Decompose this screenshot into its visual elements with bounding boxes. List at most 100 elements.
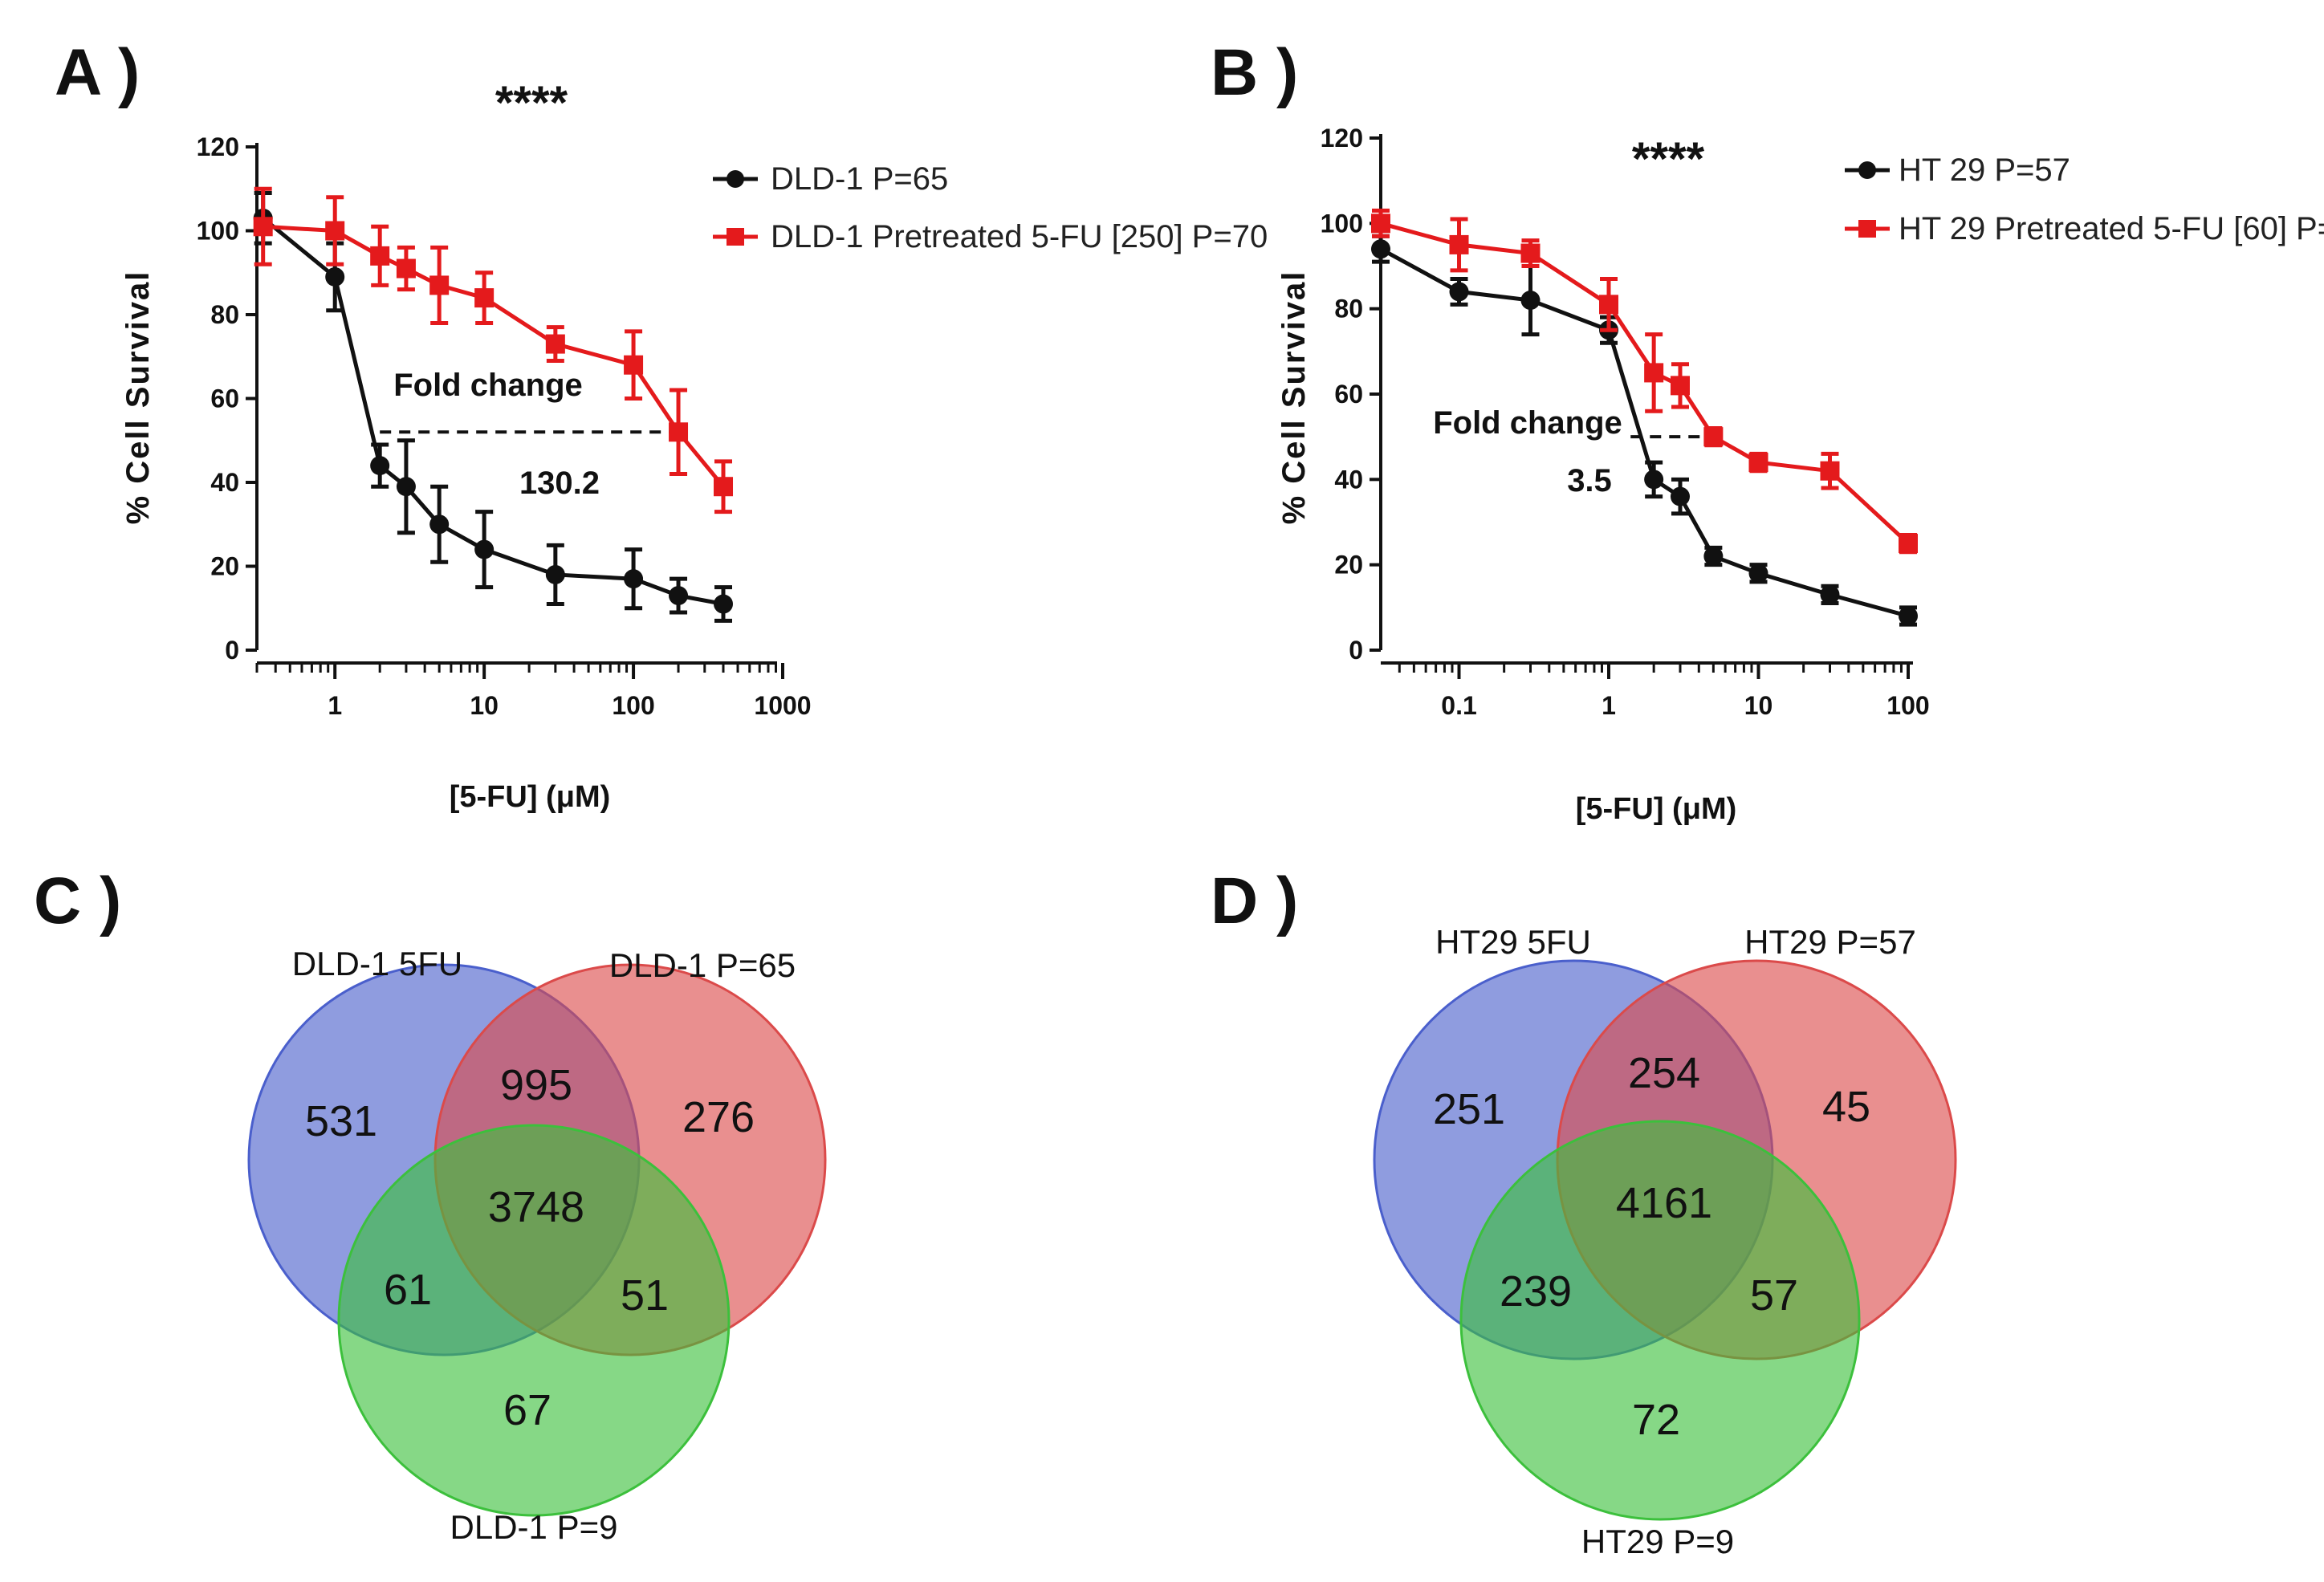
y-tick-label: 0 — [225, 636, 239, 665]
legend-label: DLD-1 P=65 — [771, 161, 948, 197]
legend-label: HT 29 P=57 — [1899, 153, 2070, 188]
venn-count-only-b: 45 — [1822, 1083, 1870, 1131]
panel-a-fold-change-value: 130.2 — [519, 466, 600, 501]
series-pretreated — [1371, 208, 1918, 555]
venn-count-only-a: 531 — [305, 1097, 377, 1145]
data-point — [1599, 295, 1619, 315]
legend-label: HT 29 Pretreated 5-FU [60] P=48 — [1899, 211, 2324, 246]
data-point — [1449, 234, 1469, 254]
data-point — [370, 456, 390, 476]
data-point — [1899, 534, 1918, 554]
panel-b-legend: HT 29 P=57 HT 29 Pretreated 5-FU [60] P=… — [1845, 153, 2324, 246]
x-tick-label: 100 — [1886, 691, 1929, 720]
x-tick-label: 1000 — [754, 691, 811, 720]
series-line — [263, 224, 725, 488]
y-tick-label: 120 — [197, 132, 239, 161]
data-point — [1520, 243, 1541, 263]
panel-b-axes: 0 20 40 60 80 100 120 0.1 1 10 100 — [1321, 124, 1930, 720]
panel-a-annotations: Fold change 130.2 — [380, 368, 679, 501]
panel-b-y-axis-title: % Cell Survival — [1276, 270, 1312, 525]
venn-set-label-c: HT29 P=9 — [1581, 1523, 1734, 1560]
legend-marker-square — [727, 228, 744, 246]
panel-d-venn-diagram: D ) HT29 5FU HT29 P=57 HT29 P=9 251 254 … — [1211, 864, 1957, 1560]
venn-set-label-b: HT29 P=57 — [1744, 923, 1916, 961]
x-tick-label: 10 — [470, 691, 499, 720]
x-tick-label: 100 — [612, 691, 654, 720]
data-point — [325, 266, 345, 287]
legend-marker-square — [1858, 220, 1876, 238]
x-tick-label: 0.1 — [1441, 691, 1476, 720]
venn-count-only-c: 67 — [503, 1386, 551, 1434]
data-point — [474, 539, 495, 559]
data-point — [669, 586, 689, 606]
series-pretreated — [253, 186, 734, 514]
data-point — [429, 275, 450, 295]
venn-count-a-b-c: 3748 — [488, 1183, 584, 1231]
data-point — [396, 258, 416, 279]
data-point — [474, 288, 495, 308]
data-point — [1748, 563, 1768, 584]
venn-set-label-c: DLD-1 P=9 — [450, 1508, 618, 1546]
venn-circle-dld1-p9 — [337, 1124, 731, 1517]
panel-a-significance: **** — [495, 77, 568, 129]
data-point — [1670, 486, 1690, 506]
legend-marker-circle — [727, 170, 744, 188]
venn-count-b-c: 57 — [1750, 1271, 1798, 1320]
venn-count-a-b: 995 — [500, 1061, 572, 1109]
y-tick-label: 100 — [197, 217, 239, 246]
data-point — [1703, 427, 1724, 447]
venn-circle-ht29-p9 — [1459, 1120, 1861, 1521]
panel-c-label: C ) — [34, 864, 121, 937]
y-tick-label: 60 — [1334, 380, 1363, 409]
series-line — [1380, 221, 1910, 545]
y-tick-label: 60 — [210, 384, 239, 413]
panel-b-dose-response-chart: B ) **** % Cell Survival [5-FU] (μM) 0 20… — [1211, 36, 2324, 826]
panel-a-series — [253, 186, 734, 623]
venn-count-a-b: 254 — [1628, 1049, 1700, 1097]
data-point — [624, 569, 644, 589]
data-point — [714, 594, 734, 614]
data-point — [1899, 606, 1918, 626]
data-point — [429, 514, 450, 535]
panel-b-significance: **** — [1632, 133, 1705, 185]
y-tick-label: 80 — [1334, 295, 1363, 323]
data-point — [1644, 470, 1664, 490]
x-tick-label: 1 — [1602, 691, 1616, 720]
data-point — [1820, 461, 1840, 481]
panel-b-label: B ) — [1211, 36, 1298, 109]
data-point — [1703, 547, 1724, 567]
data-point — [624, 355, 644, 375]
venn-count-only-b: 276 — [682, 1093, 755, 1141]
venn-count-a-c: 239 — [1500, 1267, 1572, 1316]
data-point — [1520, 291, 1541, 311]
legend-label: DLD-1 Pretreated 5-FU [250] P=70 — [771, 219, 1268, 254]
venn-set-label-a: DLD-1 5FU — [292, 945, 462, 982]
x-tick-label: 10 — [1744, 691, 1773, 720]
venn-count-only-c: 72 — [1632, 1396, 1680, 1444]
data-point — [545, 564, 565, 584]
data-point — [325, 221, 345, 241]
legend-entry-ht29-p57: HT 29 P=57 — [1845, 153, 2070, 188]
venn-set-label-b: DLD-1 P=65 — [609, 946, 796, 984]
y-tick-label: 80 — [210, 300, 239, 329]
data-point — [1748, 453, 1768, 473]
data-point — [1644, 363, 1664, 383]
panel-a-x-axis-title: [5-FU] (μM) — [450, 780, 611, 814]
y-tick-label: 100 — [1321, 209, 1363, 238]
venn-count-b-c: 51 — [621, 1271, 669, 1320]
y-tick-label: 0 — [1349, 636, 1363, 665]
panel-a-label: A ) — [55, 36, 140, 109]
data-point — [253, 217, 273, 237]
data-point — [714, 477, 734, 497]
y-tick-label: 40 — [210, 468, 239, 497]
panel-d-label: D ) — [1211, 864, 1298, 937]
venn-count-a-b-c: 4161 — [1616, 1179, 1712, 1227]
panel-b-annotations: Fold change 3.5 — [1433, 405, 1714, 498]
panel-a-fold-change-label: Fold change — [393, 368, 583, 403]
data-point — [669, 422, 689, 442]
venn-count-only-a: 251 — [1433, 1085, 1505, 1133]
data-point — [1371, 214, 1390, 234]
panel-a-y-axis-title: % Cell Survival — [120, 270, 156, 525]
